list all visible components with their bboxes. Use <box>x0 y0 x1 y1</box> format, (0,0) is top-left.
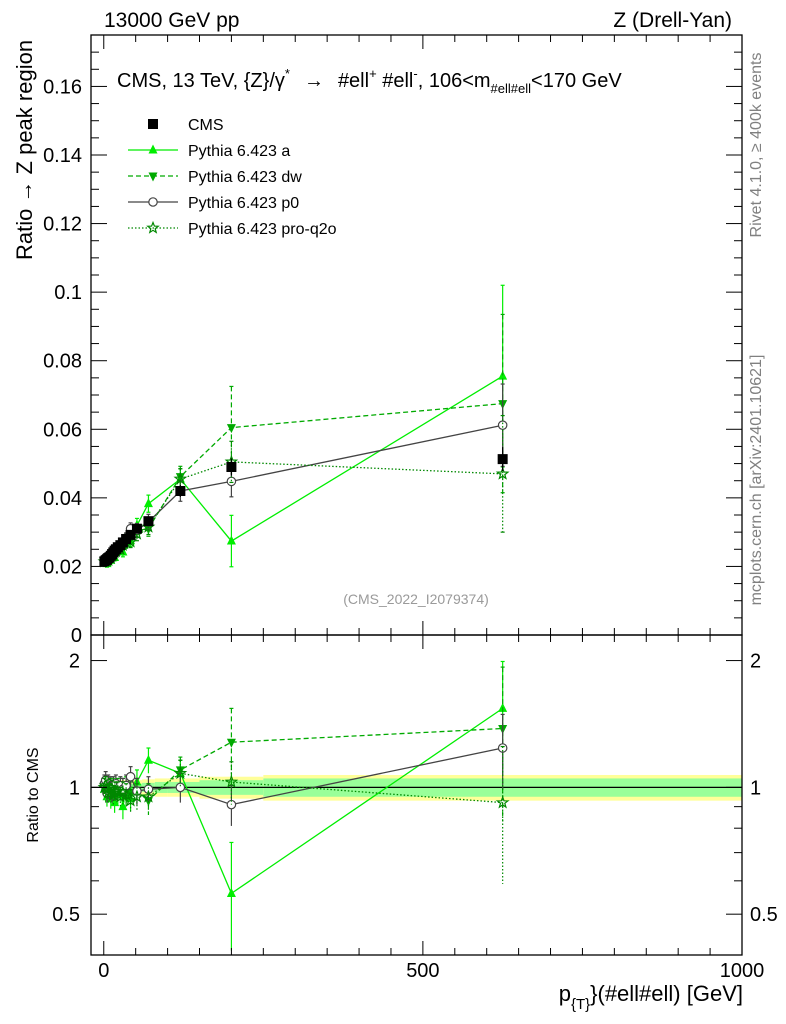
series-point-p0 <box>226 476 237 487</box>
x-tick-label: 500 <box>406 960 439 982</box>
main-y-tick-label: 0.06 <box>43 419 82 441</box>
ratio-y-axis-label: Ratio to CMS <box>25 747 42 842</box>
header-left: 13000 GeV pp <box>104 9 239 32</box>
title-plus: + <box>369 66 377 81</box>
legend-marker-dw <box>148 172 158 182</box>
title-star: * <box>285 66 290 81</box>
ratio-y-tick-label-right: 2 <box>750 651 761 673</box>
main-y-axis-label: Ratio → Z peak region <box>12 40 37 260</box>
cms-point <box>175 486 186 496</box>
ratio-point-q2o <box>173 766 188 780</box>
cms-point <box>125 529 136 540</box>
title-main: CMS, 13 TeV, {Z}/γ <box>117 70 285 92</box>
series-point-q2o <box>495 466 510 480</box>
series-line-p0 <box>103 424 503 564</box>
main-y-tick-label: 0.1 <box>54 282 82 304</box>
main-y-tick-label: 0.16 <box>43 76 82 98</box>
title-l2: #ell <box>377 70 414 92</box>
legend-label-dw: Pythia 6.423 dw <box>188 169 302 186</box>
ratio-point-q2o <box>141 789 156 803</box>
ratio-point-q2o <box>495 795 510 809</box>
analysis-watermark: (CMS_2022_I2079374) <box>343 591 489 607</box>
plot-title: CMS, 13 TeV, {Z}/γ* → #ell+ #ell-, 106<m#e… <box>117 66 622 96</box>
ratio-point-q2o <box>130 789 144 803</box>
series-point-dw <box>226 424 236 434</box>
ratio-y-tick-label-right: 0.5 <box>750 904 778 926</box>
cms-point <box>497 454 508 465</box>
ratio-y-tick-label: 2 <box>69 651 80 673</box>
ratio-point-p0 <box>125 771 136 782</box>
title-range-lo: , 106<m <box>418 70 491 92</box>
main-y-tick-label: 0 <box>71 625 82 647</box>
title-range-hi: <170 GeV <box>531 70 622 92</box>
cms-point <box>226 462 237 472</box>
series-point-p0 <box>497 420 508 430</box>
x-tick-label: 0 <box>98 960 109 982</box>
ratio-line-a <box>103 707 504 895</box>
series-line-dw <box>103 402 503 564</box>
legend-label-q2o: Pythia 6.423 pro-q2o <box>188 221 337 238</box>
ratio-point-a <box>226 887 236 897</box>
xlabel-post: }(#ell#ell) [GeV] <box>590 981 743 1006</box>
ratio-plot-marks <box>97 660 510 951</box>
ratio-plot-frame <box>90 634 743 956</box>
legend-label-a: Pythia 6.423 a <box>188 143 290 160</box>
x-axis-label: p{T}}(#ell#ell) [GeV] <box>559 981 743 1013</box>
mcplots-label: mcplots.cern.ch [arXiv:2401.10621] <box>748 355 765 606</box>
series-point-a <box>143 498 153 508</box>
ratio-point-p0 <box>175 782 186 793</box>
legend: CMS Pythia 6.423 a Pythia 6.423 dw Pythia 6… <box>128 117 337 238</box>
main-y-tick-label: 0.02 <box>43 556 82 578</box>
ratio-point-a <box>110 797 120 807</box>
xlabel-pre: p <box>559 981 571 1006</box>
ratio-point-q2o <box>113 789 128 803</box>
series-point-a <box>226 535 236 545</box>
ratio-point-q2o <box>224 774 239 788</box>
cms-point <box>143 516 154 527</box>
legend-marker-a <box>148 144 158 154</box>
x-tick-label: 1000 <box>720 960 765 982</box>
ratio-y-tick-label: 0.5 <box>52 904 80 926</box>
legend-label-p0: Pythia 6.423 p0 <box>188 195 299 212</box>
legend-marker-q2o <box>146 220 160 234</box>
main-y-tick-label: 0.08 <box>43 351 82 373</box>
series-line-a <box>103 375 504 566</box>
ratio-point-a <box>118 801 128 811</box>
rivet-version-label: Rivet 4.1.0, ≥ 400k events <box>748 53 765 238</box>
ratio-uncertainty-band <box>91 774 742 801</box>
ratio-point-dw <box>226 738 236 748</box>
main-y-tick-label: 0.12 <box>43 214 82 236</box>
ratio-point-a <box>143 754 153 764</box>
legend-marker-p0 <box>148 197 158 207</box>
main-y-tick-label: 0.04 <box>43 488 82 510</box>
legend-label-cms: CMS <box>188 117 224 134</box>
main-plot-marks <box>97 284 510 568</box>
title-minus: - <box>413 66 417 81</box>
xlabel-sub: {T} <box>571 996 590 1013</box>
legend-marker-cms <box>148 119 158 129</box>
axis-ticks: 0 500 1000 0 0.02 0.04 0.06 0.08 0.1 0.12 0.14 0.16… <box>43 35 778 982</box>
series-point-q2o <box>173 471 188 485</box>
series-line-q2o <box>103 461 503 562</box>
title-sub: #ell#ell <box>491 81 532 96</box>
header-right: Z (Drell-Yan) <box>613 9 732 32</box>
ratio-y-tick-label-right: 1 <box>750 777 761 799</box>
ratio-y-tick-label: 1 <box>69 777 80 799</box>
series-point-dw <box>175 473 185 483</box>
main-y-tick-label: 0.14 <box>43 145 82 167</box>
title-arrow: → <box>304 70 324 92</box>
cms-point <box>131 523 142 534</box>
title-l1: #ell <box>338 70 369 92</box>
